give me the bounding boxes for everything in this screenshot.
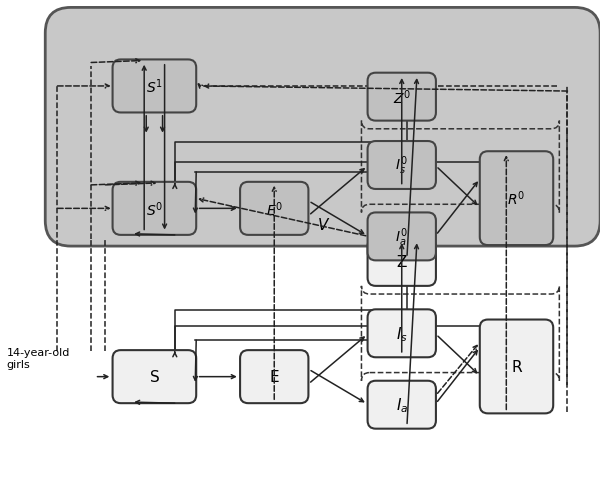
- FancyArrowPatch shape: [144, 116, 148, 132]
- FancyArrowPatch shape: [400, 245, 404, 352]
- Text: $S^1$: $S^1$: [146, 77, 163, 96]
- FancyArrowPatch shape: [311, 371, 364, 402]
- FancyArrowPatch shape: [311, 203, 364, 234]
- FancyArrowPatch shape: [163, 65, 167, 228]
- FancyArrowPatch shape: [58, 207, 109, 211]
- Text: Z: Z: [397, 255, 407, 270]
- FancyBboxPatch shape: [368, 74, 436, 121]
- FancyArrowPatch shape: [106, 182, 155, 186]
- FancyBboxPatch shape: [368, 310, 436, 358]
- FancyArrowPatch shape: [91, 182, 140, 186]
- FancyArrowPatch shape: [437, 183, 477, 234]
- Text: $I_s^0$: $I_s^0$: [395, 154, 408, 177]
- FancyBboxPatch shape: [240, 182, 308, 235]
- FancyBboxPatch shape: [368, 213, 436, 261]
- FancyArrowPatch shape: [438, 336, 476, 373]
- Text: $E^0$: $E^0$: [266, 199, 283, 218]
- FancyBboxPatch shape: [113, 350, 196, 403]
- Text: $Z^0$: $Z^0$: [392, 88, 411, 107]
- FancyBboxPatch shape: [368, 239, 436, 286]
- Text: $R^0$: $R^0$: [508, 189, 526, 208]
- FancyBboxPatch shape: [113, 60, 196, 113]
- FancyBboxPatch shape: [480, 152, 553, 245]
- FancyArrowPatch shape: [407, 80, 418, 256]
- FancyArrowPatch shape: [58, 85, 109, 89]
- Text: V: V: [317, 217, 328, 232]
- FancyArrowPatch shape: [505, 157, 508, 410]
- FancyArrowPatch shape: [437, 346, 477, 393]
- FancyArrowPatch shape: [173, 184, 177, 189]
- FancyArrowPatch shape: [400, 80, 404, 184]
- Text: E: E: [269, 369, 279, 384]
- FancyBboxPatch shape: [45, 8, 600, 246]
- Text: $I_a$: $I_a$: [395, 395, 408, 414]
- FancyBboxPatch shape: [368, 142, 436, 190]
- FancyArrowPatch shape: [136, 233, 175, 237]
- Text: $I_a^0$: $I_a^0$: [395, 226, 408, 248]
- FancyBboxPatch shape: [480, 320, 553, 413]
- FancyArrowPatch shape: [205, 85, 568, 92]
- FancyBboxPatch shape: [368, 381, 436, 429]
- Text: S: S: [149, 369, 159, 384]
- FancyArrowPatch shape: [199, 207, 235, 211]
- FancyArrowPatch shape: [199, 375, 235, 379]
- Text: 14-year-old
girls: 14-year-old girls: [7, 348, 70, 369]
- FancyBboxPatch shape: [240, 350, 308, 403]
- FancyArrowPatch shape: [91, 60, 140, 63]
- FancyArrowPatch shape: [311, 169, 364, 214]
- FancyArrowPatch shape: [142, 67, 146, 230]
- FancyBboxPatch shape: [113, 182, 196, 235]
- FancyArrowPatch shape: [97, 375, 108, 379]
- FancyArrowPatch shape: [272, 188, 276, 400]
- Text: $I_s$: $I_s$: [396, 324, 407, 343]
- FancyArrowPatch shape: [200, 198, 366, 236]
- FancyArrowPatch shape: [193, 172, 197, 212]
- FancyArrowPatch shape: [136, 401, 175, 405]
- FancyArrowPatch shape: [437, 351, 477, 402]
- FancyArrowPatch shape: [311, 337, 364, 382]
- FancyArrowPatch shape: [407, 245, 418, 424]
- Text: R: R: [511, 359, 522, 374]
- FancyArrowPatch shape: [193, 340, 197, 380]
- FancyArrowPatch shape: [199, 85, 202, 89]
- Text: $S^0$: $S^0$: [146, 199, 163, 218]
- FancyArrowPatch shape: [173, 352, 177, 357]
- FancyArrowPatch shape: [438, 168, 476, 205]
- FancyArrowPatch shape: [161, 116, 164, 132]
